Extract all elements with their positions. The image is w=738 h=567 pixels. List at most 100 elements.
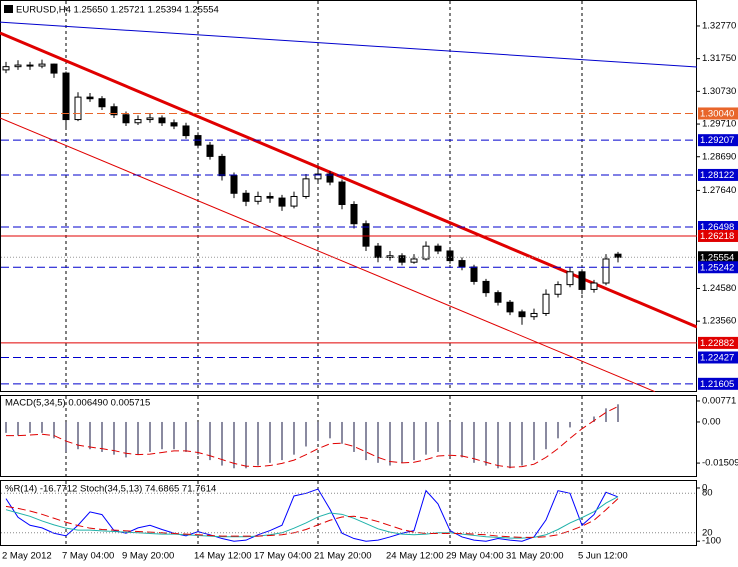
x-tick-label: 14 May 12:00 (194, 551, 252, 562)
chart-title: EURUSD,H4 1.25650 1.25721 1.25394 1.2555… (16, 5, 219, 16)
histogram-bar (281, 421, 283, 461)
histogram-bar (473, 421, 475, 463)
histogram-bar (305, 421, 307, 447)
level-label: 1.22882 (700, 338, 734, 349)
y2-tick-label: -100 (702, 536, 721, 547)
candle-body (86, 96, 94, 100)
candle-body (410, 258, 418, 263)
candle-body (98, 98, 106, 108)
histogram-bar (557, 421, 559, 439)
level-box (698, 168, 738, 181)
histogram-bar (233, 421, 235, 469)
level-label: 1.26218 (700, 231, 734, 242)
histogram-bar (449, 421, 451, 455)
x-tick-label: 2 May 2012 (2, 551, 52, 562)
title-icon (4, 5, 13, 13)
candle-body (374, 245, 382, 258)
indicator-title: MACD(5,34,5) 0.006490 0.005715 (5, 398, 150, 409)
stoch-panel (0, 480, 697, 546)
candle-body (38, 63, 46, 67)
main-panel (0, 0, 697, 392)
level-label: 1.25242 (700, 262, 734, 273)
candle-body (278, 197, 286, 207)
level-box (698, 336, 738, 349)
candle-body (182, 125, 190, 137)
y-tick-label: 80 (702, 488, 713, 499)
plot-area (5, 404, 619, 469)
candle-body (398, 255, 406, 263)
histogram-bar (533, 421, 535, 461)
candle-body (482, 280, 490, 294)
histogram-bar (89, 421, 91, 450)
candle-body (542, 293, 550, 314)
candle-body (518, 311, 526, 318)
histogram-bar (245, 421, 247, 469)
candle-body (74, 96, 82, 121)
y-tick-label: 20 (702, 527, 713, 538)
histogram-bar (509, 421, 511, 469)
candle-body (422, 245, 430, 260)
histogram-bar (149, 421, 151, 452)
histogram-bar (581, 419, 583, 422)
level-label: 1.29207 (700, 135, 734, 146)
histogram-bar (257, 421, 259, 466)
candle-body (602, 258, 610, 284)
candle-body (338, 181, 346, 205)
histogram-bar (113, 421, 115, 455)
candle-body (146, 117, 154, 121)
histogram-bar (161, 421, 163, 450)
candle-body (434, 245, 442, 252)
candle-body (566, 271, 574, 286)
histogram-bar (269, 421, 271, 463)
y-tick-label: 1.27640 (702, 185, 736, 196)
x-tick-label: 5 Jun 12:00 (578, 551, 628, 562)
histogram-bar (101, 421, 103, 452)
histogram-bar (329, 421, 331, 439)
histogram-bar (413, 421, 415, 461)
x-tick-label: 7 May 04:00 (62, 551, 114, 562)
trend-line (0, 21, 697, 68)
plot-area (0, 21, 697, 392)
candle-body (2, 66, 10, 71)
level-box (698, 107, 738, 120)
x-tick-label: 17 May 04:00 (254, 551, 312, 562)
y-tick-label: 1.32770 (702, 20, 736, 31)
candle-body (26, 64, 34, 67)
histogram-bar (77, 421, 79, 450)
candle-body (530, 312, 538, 318)
level-box (698, 377, 738, 390)
histogram-bar (389, 421, 391, 466)
histogram-bar (221, 421, 223, 466)
histogram-bar (17, 421, 19, 436)
histogram-bar (437, 421, 439, 452)
histogram-bar (197, 421, 199, 455)
candle-body (350, 203, 358, 225)
trend-line (0, 117, 656, 392)
candle-body (50, 63, 58, 74)
histogram-bar (545, 421, 547, 450)
histogram-bar (137, 421, 139, 455)
candle-body (314, 173, 322, 180)
level-label: 1.21605 (700, 379, 734, 390)
histogram-bar (569, 421, 571, 428)
candle-body (578, 271, 586, 290)
candle-body (446, 250, 454, 262)
candle-body (470, 266, 478, 282)
y-tick-label: 1.23560 (702, 316, 736, 327)
histogram-bar (125, 421, 127, 458)
x-tick-label: 31 May 20:00 (506, 551, 564, 562)
y-tick-label: 1.28690 (702, 151, 736, 162)
level-box (698, 229, 738, 242)
level-label: 1.26498 (700, 222, 734, 233)
y2-tick-label: 0 (702, 482, 707, 493)
candle-body (266, 195, 274, 199)
level-box (698, 251, 738, 264)
x-tick-label: 24 May 12:00 (386, 551, 444, 562)
histogram-bar (209, 421, 211, 461)
series-line (5, 488, 619, 542)
level-label: 1.28122 (700, 170, 734, 181)
candle-body (170, 122, 178, 127)
histogram-bar (53, 421, 55, 439)
